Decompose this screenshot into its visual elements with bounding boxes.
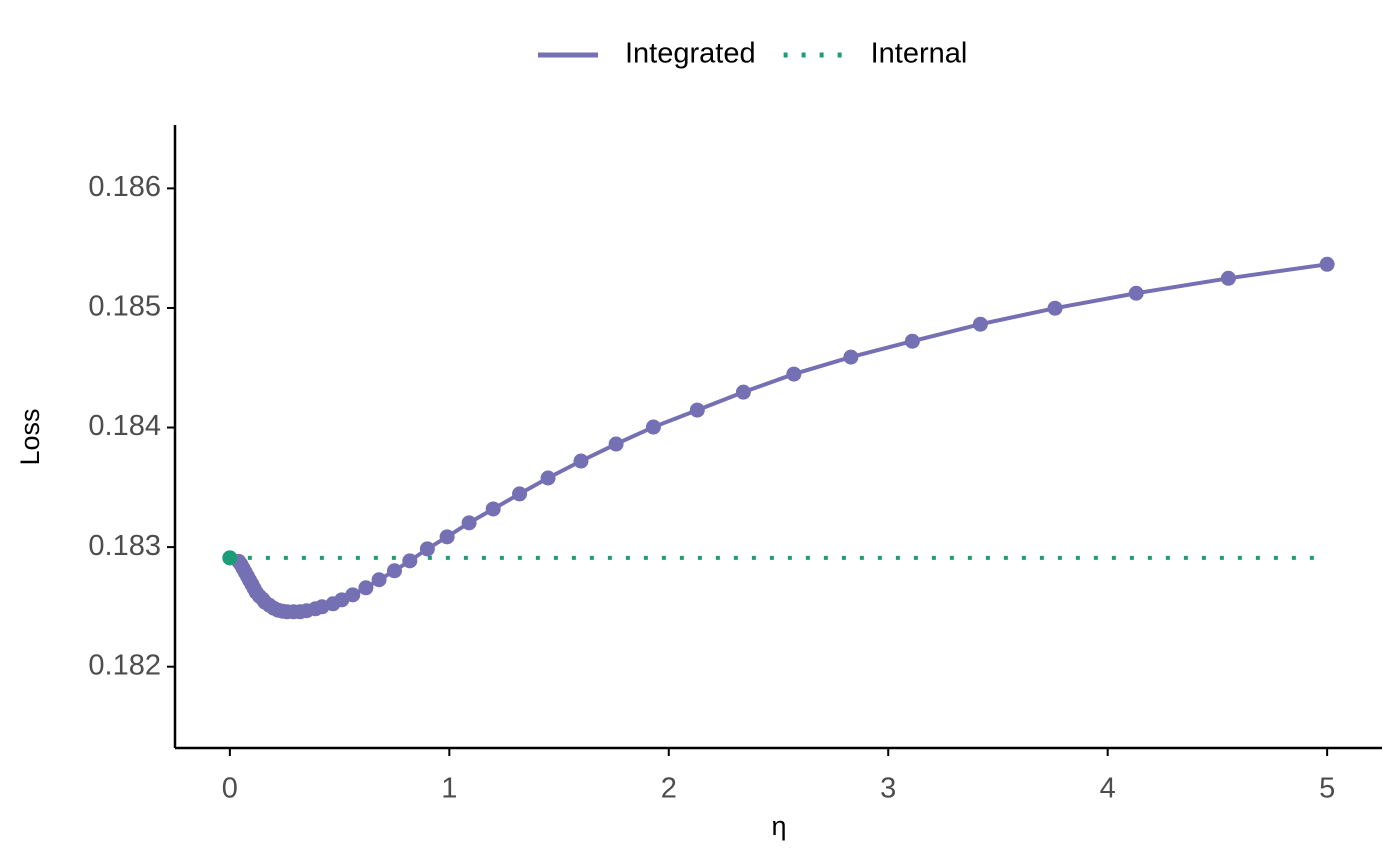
data-point	[461, 515, 477, 531]
x-tick-label: 0	[222, 773, 238, 805]
data-point	[573, 453, 589, 469]
data-point	[371, 572, 387, 588]
data-point	[512, 486, 528, 502]
data-point	[608, 436, 624, 452]
data-point	[419, 541, 435, 557]
data-point	[358, 580, 374, 596]
x-tick-label: 3	[880, 773, 896, 805]
data-point	[402, 553, 418, 569]
data-point	[485, 501, 501, 517]
data-point	[1128, 285, 1144, 301]
x-tick-label: 5	[1319, 773, 1335, 805]
data-point	[222, 550, 238, 566]
data-point	[689, 402, 705, 418]
data-point	[1319, 256, 1335, 272]
data-point	[1220, 270, 1236, 286]
data-point	[645, 419, 661, 435]
y-tick-label: 0.183	[88, 530, 161, 562]
data-point	[904, 333, 920, 349]
y-axis-label: Loss	[15, 408, 45, 465]
x-tick-label: 2	[661, 773, 677, 805]
data-point	[972, 316, 988, 332]
legend-label: Integrated	[625, 38, 756, 70]
y-tick-label: 0.186	[88, 171, 161, 203]
data-point	[540, 470, 556, 486]
data-point	[735, 384, 751, 400]
data-point	[345, 587, 361, 603]
data-point	[386, 563, 402, 579]
legend-label: Internal	[871, 38, 968, 70]
y-tick-label: 0.182	[88, 649, 161, 681]
x-axis-label: η	[771, 811, 786, 841]
data-point	[439, 529, 455, 545]
y-tick-label: 0.185	[88, 291, 161, 323]
y-tick-label: 0.184	[88, 410, 161, 442]
data-point	[786, 366, 802, 382]
data-point	[843, 349, 859, 365]
x-tick-label: 1	[441, 773, 457, 805]
x-tick-label: 4	[1100, 773, 1116, 805]
data-point	[1047, 300, 1063, 316]
